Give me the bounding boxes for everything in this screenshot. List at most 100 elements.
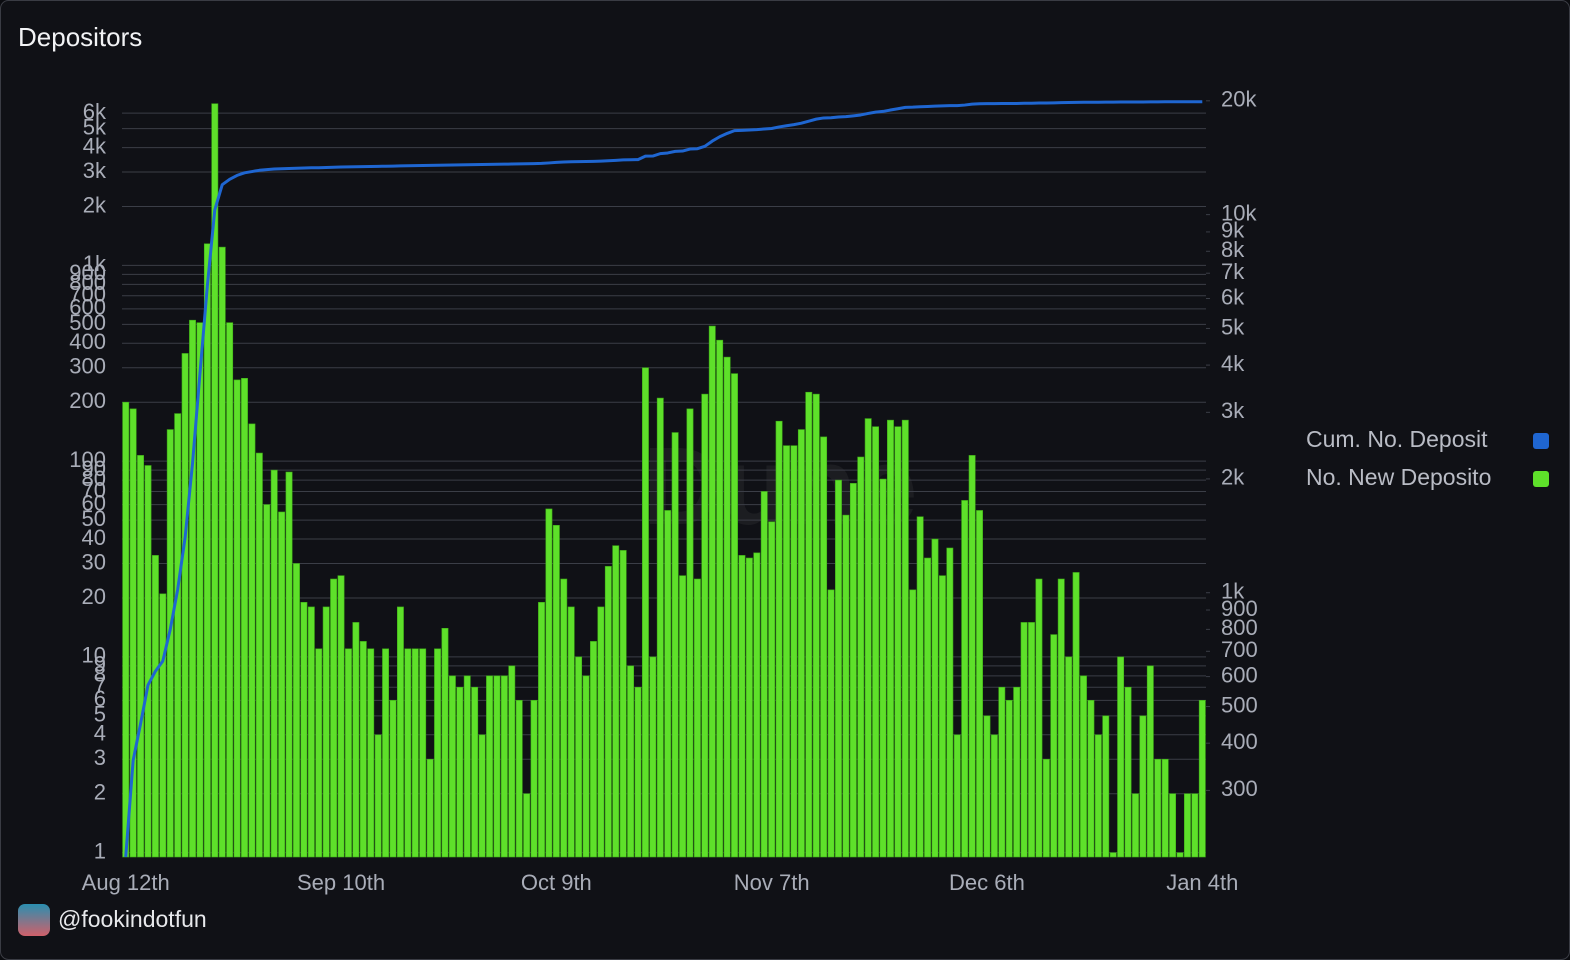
y-tick-label: 80 <box>82 466 106 491</box>
bar <box>1146 665 1154 858</box>
y-tick-label: 40 <box>82 525 106 550</box>
bar <box>552 525 560 858</box>
bar <box>478 734 486 858</box>
bar <box>285 471 293 858</box>
bar <box>1094 734 1102 858</box>
bar <box>857 456 865 858</box>
bar <box>196 322 204 858</box>
bar <box>1184 793 1191 858</box>
bar <box>189 319 196 858</box>
x-tick-label: Aug 12th <box>82 870 170 895</box>
x-tick-label: Oct 9th <box>521 870 592 895</box>
y2-tick-label: 5k <box>1221 314 1245 339</box>
bar <box>708 325 716 858</box>
bar <box>211 103 219 858</box>
y-tick-label: 10 <box>82 643 106 668</box>
bar <box>939 575 946 858</box>
bar <box>567 606 575 858</box>
y2-tick-label: 8k <box>1221 237 1245 262</box>
bar <box>835 479 842 858</box>
bar <box>1005 700 1013 858</box>
bar <box>976 510 983 858</box>
bar <box>434 648 441 858</box>
bar <box>1087 700 1095 858</box>
bar <box>590 641 597 858</box>
bar <box>404 648 412 858</box>
y-tick-label: 300 <box>69 354 106 379</box>
y-tick-label: 9 <box>94 652 106 677</box>
bar <box>679 575 686 858</box>
bar <box>768 521 776 858</box>
y2-tick-label: 900 <box>1221 596 1258 621</box>
bar <box>1169 793 1177 858</box>
bar <box>946 547 954 858</box>
bar <box>486 675 493 858</box>
y-tick-label: 70 <box>82 477 106 502</box>
y-tick-label: 30 <box>82 549 106 574</box>
bar <box>842 514 850 858</box>
bar <box>330 578 338 858</box>
bar <box>322 606 330 858</box>
legend-swatch <box>1533 433 1549 449</box>
bar <box>255 452 263 858</box>
bar <box>293 563 300 858</box>
bar <box>642 367 649 858</box>
bar <box>1154 758 1162 858</box>
bar <box>241 378 248 858</box>
bar <box>812 393 820 858</box>
y2-tick-label: 7k <box>1221 259 1245 284</box>
y2-tick-label: 800 <box>1221 615 1258 640</box>
bar <box>315 648 323 858</box>
y2-tick-label: 6k <box>1221 284 1245 309</box>
bar <box>686 408 694 858</box>
y-tick-label: 1k <box>83 251 107 276</box>
bar <box>1139 715 1147 858</box>
bar <box>560 578 568 858</box>
bar <box>471 686 479 858</box>
bar <box>426 758 434 858</box>
bar <box>307 606 315 858</box>
bar <box>203 243 211 858</box>
y-tick-label: 20 <box>82 584 106 609</box>
bar <box>1013 686 1021 858</box>
bar <box>1020 622 1028 858</box>
bar <box>597 606 605 858</box>
bar <box>1109 852 1117 858</box>
bar <box>998 686 1006 858</box>
footer-handle: @fookindotfun <box>58 906 207 932</box>
bar <box>634 686 642 858</box>
y2-tick-label: 500 <box>1221 692 1258 717</box>
bar <box>389 700 397 858</box>
bar <box>575 656 583 858</box>
y-tick-label: 90 <box>82 456 106 481</box>
bar <box>448 675 456 858</box>
bar <box>1072 572 1080 858</box>
bar <box>827 589 835 858</box>
bar <box>1124 686 1132 858</box>
bar <box>352 622 360 858</box>
y2-tick-label: 1k <box>1221 579 1245 604</box>
bar <box>144 465 152 858</box>
bar <box>805 391 813 858</box>
bar <box>1161 758 1169 858</box>
bar <box>693 578 701 858</box>
y-tick-label: 6 <box>94 686 106 711</box>
bar <box>1198 700 1206 858</box>
y-tick-label: 4 <box>94 721 106 746</box>
y-tick-label: 600 <box>69 295 106 320</box>
bar <box>367 648 375 858</box>
y2-tick-label: 20k <box>1221 87 1257 112</box>
avatar <box>18 904 50 936</box>
bar <box>671 432 679 858</box>
bar <box>382 648 389 858</box>
x-tick-label: Sep 10th <box>297 870 385 895</box>
bar <box>887 419 894 858</box>
bar <box>849 483 857 858</box>
y-tick-label: 5 <box>94 702 106 727</box>
y-tick-label: 3k <box>83 158 107 183</box>
line <box>124 100 1203 858</box>
bar <box>864 418 872 858</box>
bar <box>181 353 189 858</box>
bar <box>723 356 731 858</box>
